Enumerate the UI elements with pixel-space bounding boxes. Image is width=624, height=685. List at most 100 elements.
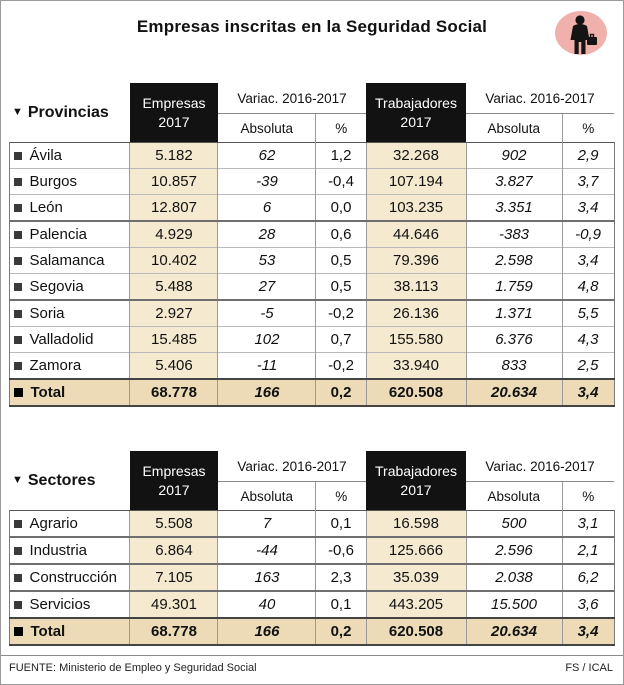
row-label: Zamora — [9, 352, 130, 379]
row-label: Construcción — [9, 563, 130, 591]
row-label: Salamanca — [9, 247, 130, 274]
total-row: Total 68.778 166 0,2 620.508 20.634 3,4 — [9, 617, 615, 646]
trabajadores-value: 38.113 — [365, 273, 466, 300]
trabajadores-value: 107.194 — [365, 168, 466, 195]
variac-pct-value: 0,5 — [315, 273, 366, 300]
variac-pct-value: -0,2 — [315, 299, 366, 327]
row-label: Ávila — [9, 142, 130, 169]
trabajadores-column-header: Trabajadores 2017 — [366, 451, 466, 511]
variac2-pct-value: 2,1 — [561, 536, 615, 564]
section-title: Sectores — [27, 471, 96, 489]
variac-header: Variac. 2016-2017 — [217, 83, 366, 114]
footer: FUENTE: Ministerio de Empleo y Seguridad… — [1, 655, 623, 684]
variac-absoluta-value: 163 — [217, 563, 316, 591]
total-row: Total 68.778 166 0,2 620.508 20.634 3,4 — [9, 378, 615, 407]
variac-pct-value: 0,0 — [315, 194, 366, 221]
variac2-pct-value: 4,8 — [561, 273, 615, 300]
row-label: Industria — [9, 536, 130, 564]
empresas-value: 15.485 — [129, 326, 218, 353]
source-note: FUENTE: Ministerio de Empleo y Seguridad… — [9, 662, 257, 674]
variac2-absoluta-value: 833 — [465, 352, 562, 379]
variac2-absoluta-value: 2.596 — [465, 536, 562, 564]
row-bullet-icon — [14, 310, 23, 318]
table-row: Valladolid 15.485 102 0,7 155.580 6.376 4,3 — [9, 326, 615, 353]
absoluta-subheader: Absoluta — [240, 488, 293, 504]
row-name: Burgos — [29, 173, 78, 190]
row-name: Salamanca — [29, 252, 105, 269]
variac-pct-value: 2,3 — [315, 563, 366, 591]
percent-subheader: % — [315, 113, 366, 143]
table-row: Zamora 5.406 -11 -0,2 33.940 833 2,5 — [9, 352, 615, 379]
variac-absoluta-value: 27 — [217, 273, 316, 300]
row-name: Valladolid — [29, 331, 94, 348]
variac-pct-value: 0,5 — [315, 247, 366, 274]
trabajadores-value: 620.508 — [365, 617, 466, 646]
variac2-pct-value: 2,5 — [561, 352, 615, 379]
trabajadores-value: 16.598 — [365, 510, 466, 537]
variac2-absoluta-value: 3.827 — [465, 168, 562, 195]
variac2-pct-value: 3,4 — [561, 247, 615, 274]
trabajadores-value: 44.646 — [365, 220, 466, 248]
row-bullet-icon — [14, 152, 23, 160]
variac-pct-value: 0,2 — [315, 617, 366, 646]
row-label: Agrario — [9, 510, 130, 537]
section-title: Provincias — [27, 103, 109, 121]
provincias-table: ▼ Provincias Empresas 2017 Variac. 2016-2… — [9, 83, 615, 407]
variac-absoluta-value: 7 — [217, 510, 316, 537]
row-bullet-icon — [14, 547, 23, 555]
variac2-absoluta-value: 20.634 — [465, 378, 562, 407]
section-marker-icon: ▼ — [11, 105, 23, 118]
row-bullet-icon — [14, 627, 24, 636]
row-name: Servicios — [29, 596, 91, 613]
empresas-value: 7.105 — [129, 563, 218, 591]
businessman-icon — [553, 9, 609, 57]
trabajadores-value: 79.396 — [365, 247, 466, 274]
empresas-value: 12.807 — [129, 194, 218, 221]
variac2-pct-value: 2,9 — [561, 142, 615, 169]
trabajadores-header-line1: Trabajadores — [375, 463, 457, 480]
row-name: Palencia — [29, 226, 88, 243]
trabajadores-column-header: Trabajadores 2017 — [366, 83, 466, 143]
empresas-value: 10.857 — [129, 168, 218, 195]
absoluta-subheader: Absoluta — [240, 120, 293, 136]
empresas-value: 10.402 — [129, 247, 218, 274]
table-row: Soria 2.927 -5 -0,2 26.136 1.371 5,5 — [9, 299, 615, 327]
variac-pct-value: 0,2 — [315, 378, 366, 407]
section-header-provincias: ▼ Provincias — [10, 83, 130, 143]
row-label: Total — [9, 378, 130, 407]
variac-pct-value: 0,1 — [315, 510, 366, 537]
row-bullet-icon — [14, 257, 23, 265]
variac2-absoluta-value: 1.759 — [465, 273, 562, 300]
table-row: Agrario 5.508 7 0,1 16.598 500 3,1 — [9, 510, 615, 537]
variac2-pct-value: 3,6 — [561, 590, 615, 618]
section-marker-icon: ▼ — [11, 473, 23, 486]
empresas-value: 68.778 — [129, 378, 218, 407]
variac2-header: Variac. 2016-2017 — [466, 451, 615, 482]
variac2-pct-value: -0,9 — [561, 220, 615, 248]
row-name: Industria — [29, 542, 88, 559]
variac2-pct-value: 4,3 — [561, 326, 615, 353]
empresas-header-line1: Empresas — [142, 95, 206, 112]
table-row: Segovia 5.488 27 0,5 38.113 1.759 4,8 — [9, 273, 615, 300]
variac2-pct-value: 3,1 — [561, 510, 615, 537]
sectores-table: ▼ Sectores Empresas 2017 Variac. 2016-201… — [9, 451, 615, 646]
empresas-value: 4.929 — [129, 220, 218, 248]
variac-pct-value: 0,7 — [315, 326, 366, 353]
empresas-header-line1: Empresas — [142, 463, 206, 480]
absoluta2-subheader: Absoluta — [487, 488, 541, 504]
row-bullet-icon — [14, 204, 23, 212]
row-bullet-icon — [14, 178, 23, 186]
variac-absoluta-value: 102 — [217, 326, 316, 353]
variac-pct-value: 0,1 — [315, 590, 366, 618]
trabajadores-header-line2: 2017 — [400, 481, 432, 498]
table-row: Ávila 5.182 62 1,2 32.268 902 2,9 — [9, 142, 615, 169]
credit-note: FS / ICAL — [565, 662, 613, 674]
variac2-pct-value: 5,5 — [561, 299, 615, 327]
variac2-pct-value: 6,2 — [561, 563, 615, 591]
section-header-sectores: ▼ Sectores — [10, 451, 130, 511]
trabajadores-value: 32.268 — [365, 142, 466, 169]
variac-absoluta-value: -11 — [217, 352, 316, 379]
empresas-value: 5.488 — [129, 273, 218, 300]
row-bullet-icon — [14, 388, 24, 397]
